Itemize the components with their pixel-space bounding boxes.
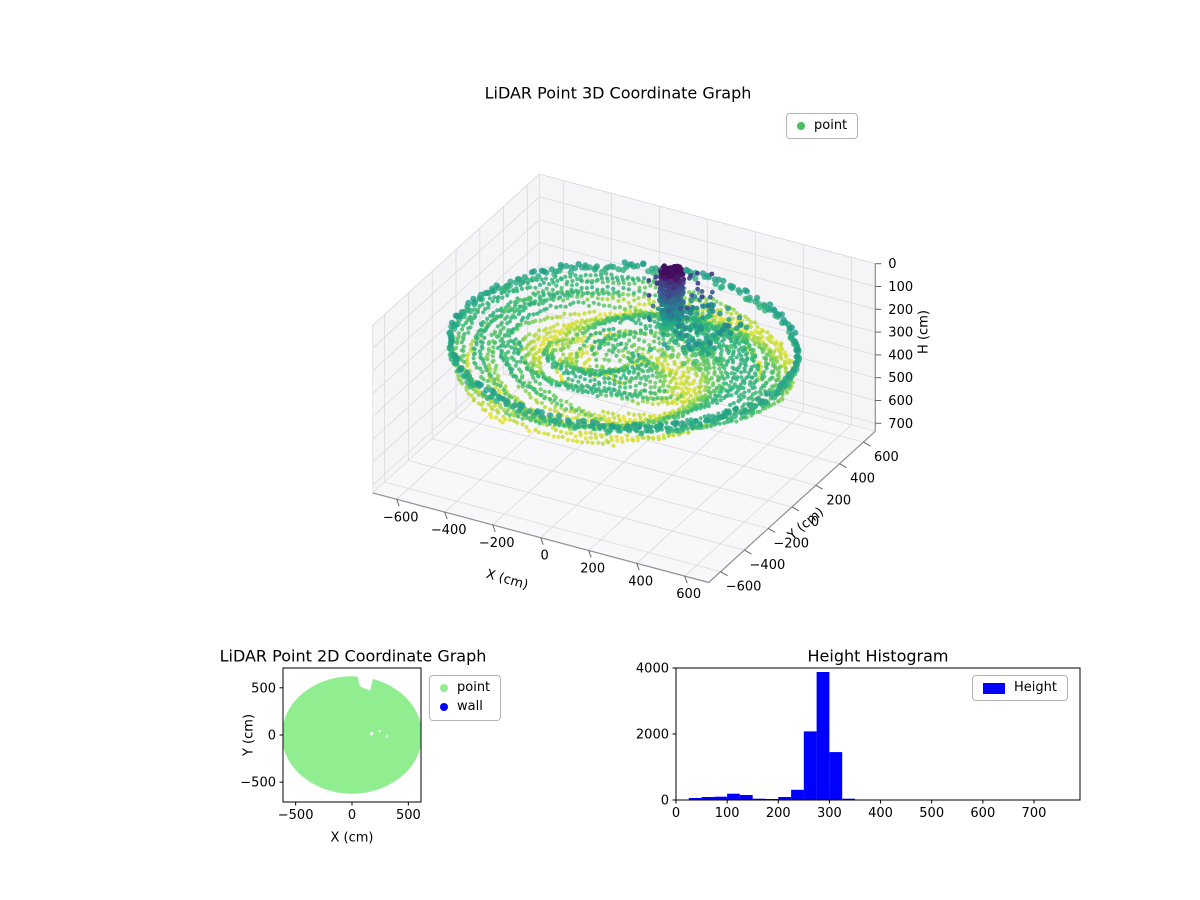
svg-text:0: 0: [888, 257, 896, 272]
plot2d: −500 0 500 −500 0 500: [240, 667, 422, 823]
svg-text:300: 300: [817, 806, 842, 821]
svg-text:400: 400: [888, 348, 913, 363]
legend-label-point: point: [814, 118, 848, 133]
svg-text:−600: −600: [383, 510, 419, 525]
plot3d-zaxis-label: H (cm): [916, 310, 932, 354]
svg-text:400: 400: [868, 806, 893, 821]
svg-text:200: 200: [888, 303, 913, 318]
plot2d-xaxis-label: X (cm): [330, 830, 374, 846]
legend-item-point: point: [440, 680, 490, 696]
legend-item-height: Height: [983, 680, 1057, 696]
plot2d-legend: point wall: [429, 675, 502, 721]
svg-text:0: 0: [268, 729, 276, 744]
svg-text:700: 700: [888, 417, 913, 432]
svg-text:600: 600: [874, 450, 899, 465]
legend-item-wall: wall: [440, 699, 490, 715]
plot3d-title: LiDAR Point 3D Coordinate Graph: [484, 83, 752, 103]
svg-text:600: 600: [888, 394, 913, 409]
svg-text:−600: −600: [726, 580, 762, 595]
svg-text:−500: −500: [240, 776, 276, 791]
svg-text:500: 500: [888, 371, 913, 386]
plot3d-legend: point: [786, 113, 859, 140]
svg-text:−400: −400: [431, 523, 467, 538]
svg-text:0: 0: [811, 515, 819, 530]
legend-label-wall: wall: [457, 699, 483, 715]
histogram-legend: Height: [972, 675, 1068, 702]
svg-text:0: 0: [541, 549, 549, 564]
plot2d-yaxis-label: Y (cm): [241, 713, 257, 757]
svg-text:−500: −500: [278, 808, 314, 823]
svg-text:200: 200: [766, 806, 791, 821]
legend-label-height: Height: [1014, 680, 1057, 695]
svg-text:400: 400: [628, 574, 653, 589]
svg-text:2000: 2000: [636, 728, 669, 743]
histogram-title: Height Histogram: [807, 646, 949, 666]
svg-text:500: 500: [396, 808, 421, 823]
svg-text:0: 0: [661, 794, 669, 809]
plot2d-points-area: [283, 672, 421, 794]
legend-item-point: point: [797, 118, 847, 134]
point-marker-icon: [440, 684, 448, 693]
svg-text:−200: −200: [479, 536, 515, 551]
svg-text:700: 700: [1022, 806, 1047, 821]
svg-text:100: 100: [888, 280, 913, 295]
svg-text:500: 500: [251, 681, 276, 696]
point-marker-icon: [797, 122, 805, 131]
svg-text:100: 100: [715, 806, 740, 821]
wall-marker-icon: [440, 703, 448, 712]
svg-text:−400: −400: [750, 558, 786, 573]
svg-text:500: 500: [919, 806, 944, 821]
svg-text:0: 0: [348, 808, 356, 823]
svg-text:600: 600: [676, 587, 701, 602]
plot3d-points: [446, 259, 803, 448]
svg-text:300: 300: [888, 326, 913, 341]
svg-text:−200: −200: [773, 536, 809, 551]
height-patch-icon: [983, 682, 1005, 694]
legend-label-point: point: [457, 680, 491, 695]
svg-text:4000: 4000: [636, 662, 669, 677]
svg-text:600: 600: [970, 806, 995, 821]
svg-text:0: 0: [672, 806, 680, 821]
svg-text:200: 200: [580, 561, 605, 576]
histogram: 0 100 200 300 400 500 600 700 0 2000 4000: [636, 662, 1081, 821]
svg-text:200: 200: [826, 493, 851, 508]
svg-text:400: 400: [850, 472, 875, 487]
histogram-bars: [688, 672, 855, 800]
plot2d-title: LiDAR Point 2D Coordinate Graph: [219, 646, 487, 666]
